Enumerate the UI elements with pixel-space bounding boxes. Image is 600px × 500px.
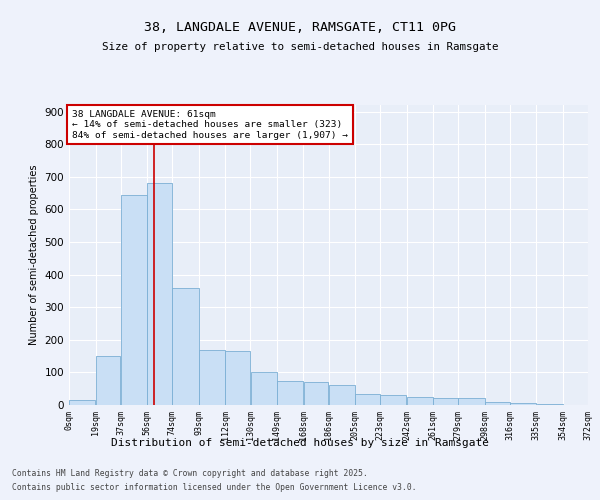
Bar xyxy=(355,394,380,405)
Text: Contains HM Land Registry data © Crown copyright and database right 2025.: Contains HM Land Registry data © Crown c… xyxy=(12,470,368,478)
Bar xyxy=(96,356,121,405)
Bar xyxy=(304,382,328,405)
Bar xyxy=(69,400,95,405)
Bar xyxy=(121,194,147,405)
Text: Contains public sector information licensed under the Open Government Licence v3: Contains public sector information licen… xyxy=(12,483,416,492)
Bar xyxy=(251,372,277,405)
Text: 38, LANGDALE AVENUE, RAMSGATE, CT11 0PG: 38, LANGDALE AVENUE, RAMSGATE, CT11 0PG xyxy=(144,21,456,34)
Bar xyxy=(380,395,406,405)
Text: Size of property relative to semi-detached houses in Ramsgate: Size of property relative to semi-detach… xyxy=(102,42,498,52)
Bar xyxy=(199,350,225,405)
Text: Distribution of semi-detached houses by size in Ramsgate: Distribution of semi-detached houses by … xyxy=(111,438,489,448)
Y-axis label: Number of semi-detached properties: Number of semi-detached properties xyxy=(29,165,39,345)
Text: 38 LANGDALE AVENUE: 61sqm
← 14% of semi-detached houses are smaller (323)
84% of: 38 LANGDALE AVENUE: 61sqm ← 14% of semi-… xyxy=(72,110,348,140)
Bar xyxy=(458,398,485,405)
Bar xyxy=(433,398,458,405)
Bar xyxy=(407,397,433,405)
Bar xyxy=(277,380,303,405)
Bar xyxy=(226,351,250,405)
Bar xyxy=(485,402,509,405)
Bar xyxy=(172,288,199,405)
Bar xyxy=(510,404,536,405)
Bar xyxy=(148,184,172,405)
Bar xyxy=(329,386,355,405)
Bar xyxy=(536,404,563,405)
